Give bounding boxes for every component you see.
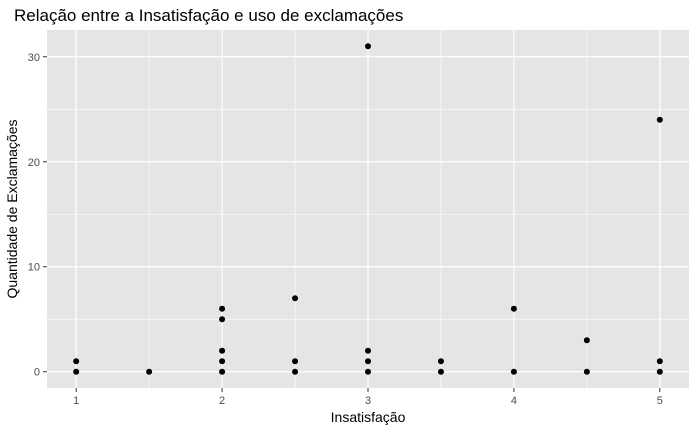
data-point bbox=[365, 347, 371, 354]
x-tick-label: 4 bbox=[511, 395, 517, 407]
data-point bbox=[219, 358, 226, 365]
data-point bbox=[292, 295, 299, 302]
y-tick-label: 0 bbox=[34, 367, 40, 379]
x-axis-ticks: 1 2 3 4 5 bbox=[73, 388, 663, 407]
data-point bbox=[219, 305, 226, 312]
data-point bbox=[73, 358, 80, 365]
data-point bbox=[292, 368, 299, 375]
data-point bbox=[510, 305, 517, 312]
y-axis-title: Quantidade de Exclamações bbox=[4, 120, 20, 299]
data-point bbox=[437, 358, 444, 365]
data-point bbox=[365, 358, 371, 365]
data-point bbox=[219, 347, 226, 354]
y-tick-label: 20 bbox=[28, 157, 40, 169]
data-point bbox=[510, 368, 517, 375]
x-tick-label: 5 bbox=[657, 395, 663, 407]
gridlines bbox=[47, 30, 689, 388]
chart-title: Relação entre a Insatisfação e uso de ex… bbox=[14, 6, 403, 25]
data-point bbox=[656, 368, 663, 375]
data-point bbox=[292, 358, 299, 365]
data-point bbox=[73, 368, 80, 375]
data-point bbox=[146, 368, 153, 375]
y-axis-ticks: 0 10 20 30 bbox=[28, 52, 47, 379]
data-point bbox=[656, 358, 663, 365]
data-point bbox=[656, 116, 663, 123]
data-point bbox=[583, 337, 590, 344]
data-points bbox=[73, 43, 663, 375]
x-tick-label: 3 bbox=[365, 395, 371, 407]
y-tick-label: 30 bbox=[28, 52, 40, 64]
x-tick-label: 2 bbox=[219, 395, 225, 407]
data-point bbox=[219, 316, 226, 323]
data-point bbox=[365, 368, 371, 375]
x-axis-title: Insatisfação bbox=[331, 409, 406, 425]
data-point bbox=[365, 43, 371, 50]
data-point bbox=[219, 368, 226, 375]
x-tick-label: 1 bbox=[73, 395, 79, 407]
data-point bbox=[583, 368, 590, 375]
y-tick-label: 10 bbox=[28, 262, 40, 274]
data-point bbox=[437, 368, 444, 375]
